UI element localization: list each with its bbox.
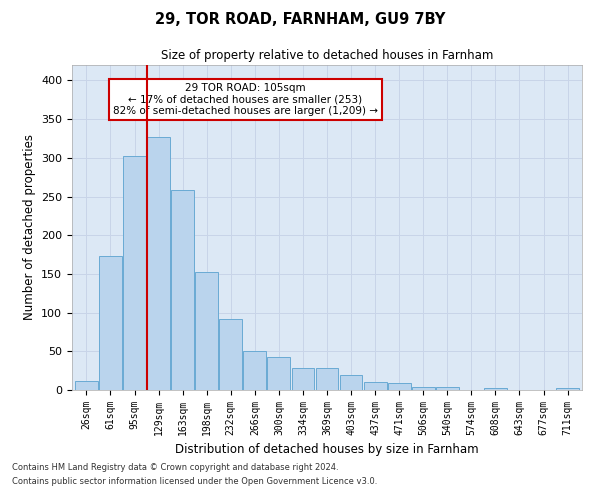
Bar <box>364 382 386 390</box>
Title: Size of property relative to detached houses in Farnham: Size of property relative to detached ho… <box>161 50 493 62</box>
Bar <box>340 374 362 390</box>
Bar <box>316 368 338 390</box>
Y-axis label: Number of detached properties: Number of detached properties <box>23 134 35 320</box>
Text: 29, TOR ROAD, FARNHAM, GU9 7BY: 29, TOR ROAD, FARNHAM, GU9 7BY <box>155 12 445 28</box>
Text: 29 TOR ROAD: 105sqm
← 17% of detached houses are smaller (253)
82% of semi-detac: 29 TOR ROAD: 105sqm ← 17% of detached ho… <box>113 83 378 116</box>
Bar <box>412 387 434 390</box>
Bar <box>123 156 146 390</box>
Bar <box>268 356 290 390</box>
Bar <box>388 383 410 390</box>
Bar <box>436 387 459 390</box>
Bar <box>195 272 218 390</box>
Bar <box>556 388 579 390</box>
Text: Contains HM Land Registry data © Crown copyright and database right 2024.: Contains HM Land Registry data © Crown c… <box>12 462 338 471</box>
Bar <box>220 319 242 390</box>
Text: Contains public sector information licensed under the Open Government Licence v3: Contains public sector information licen… <box>12 478 377 486</box>
Bar <box>171 190 194 390</box>
Bar <box>99 256 122 390</box>
Bar <box>292 368 314 390</box>
Bar <box>147 137 170 390</box>
Bar <box>484 388 507 390</box>
X-axis label: Distribution of detached houses by size in Farnham: Distribution of detached houses by size … <box>175 444 479 456</box>
Bar <box>244 352 266 390</box>
Bar <box>75 382 98 390</box>
